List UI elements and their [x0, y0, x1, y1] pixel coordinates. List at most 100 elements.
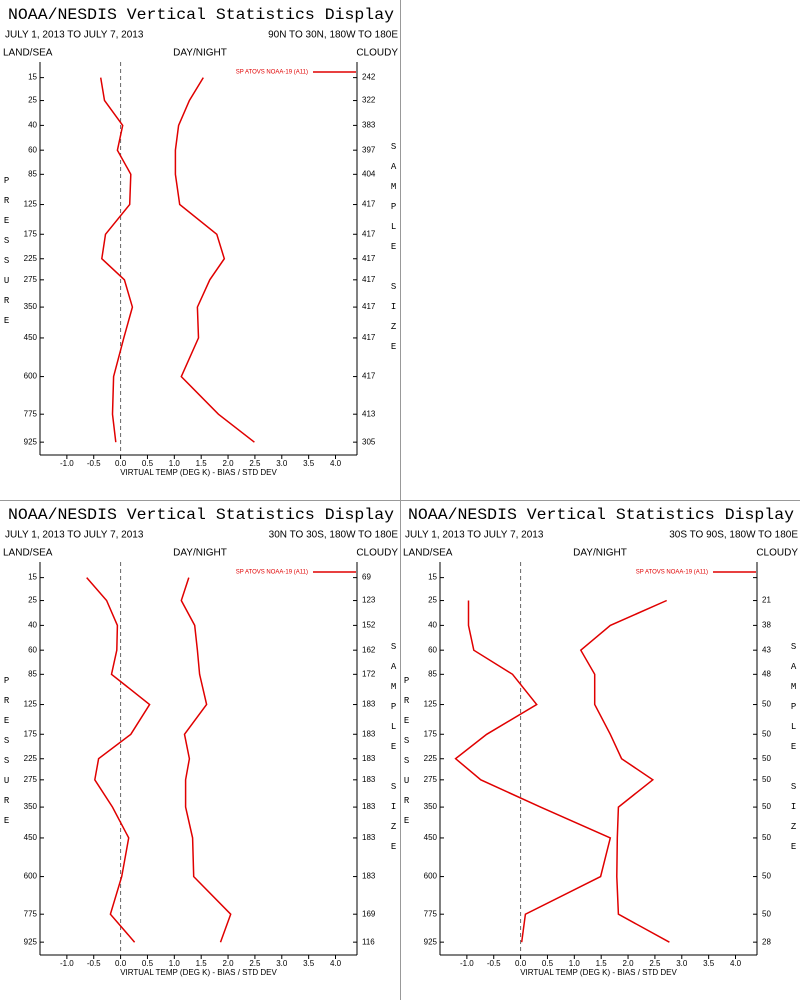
x-tick-label: 1.5 — [196, 459, 208, 468]
filter-label: DAY/NIGHT — [173, 48, 227, 59]
y-tick-label: 40 — [28, 621, 37, 630]
sample-size-label: 50 — [762, 802, 771, 811]
x-tick-label: 3.5 — [703, 959, 715, 968]
y-tick-label: 925 — [24, 437, 38, 446]
sample-size-label: 50 — [762, 754, 771, 763]
date-range: JULY 1, 2013 TO JULY 7, 2013 — [5, 30, 144, 41]
sample-size-label: 50 — [762, 833, 771, 842]
sample-size-label: 50 — [762, 909, 771, 918]
sample-size-label: 50 — [762, 775, 771, 784]
sample-size-label: 242 — [362, 73, 376, 82]
filter-label: DAY/NIGHT — [173, 548, 227, 559]
y2-axis-label: SAMPLE SIZE — [389, 142, 399, 362]
std-dev-line — [579, 599, 670, 943]
y2-axis-label: SAMPLE SIZE — [389, 642, 399, 862]
y-tick-label: 85 — [28, 169, 37, 178]
x-tick-label: -1.0 — [460, 959, 474, 968]
y-tick-label: 175 — [24, 729, 38, 738]
y2-axis-label: SAMPLE SIZE — [789, 642, 799, 862]
date-range: JULY 1, 2013 TO JULY 7, 2013 — [405, 530, 544, 541]
y-tick-label: 15 — [28, 73, 37, 82]
y-tick-label: 350 — [24, 302, 38, 311]
sample-size-label: 417 — [362, 302, 376, 311]
sample-size-label: 183 — [362, 754, 376, 763]
x-axis-label: VIRTUAL TEMP (DEG K) - BIAS / STD DEV — [520, 968, 677, 977]
x-tick-label: 0.5 — [142, 459, 154, 468]
sample-size-label: 50 — [762, 700, 771, 709]
y-tick-label: 925 — [24, 937, 38, 946]
y-tick-label: 125 — [24, 700, 38, 709]
y-tick-label: 275 — [424, 775, 438, 784]
sample-size-label: 417 — [362, 372, 376, 381]
x-tick-label: 4.0 — [730, 959, 742, 968]
y-tick-label: 775 — [424, 909, 438, 918]
x-tick-label: 1.0 — [569, 959, 581, 968]
x-tick-label: 4.0 — [330, 459, 342, 468]
y-tick-label: 275 — [24, 275, 38, 284]
filter-label: LAND/SEA — [403, 548, 453, 559]
filter-label: CLOUDY — [356, 48, 398, 59]
sample-size-label: 417 — [362, 200, 376, 209]
x-tick-label: 0.0 — [115, 459, 127, 468]
x-tick-label: 2.5 — [649, 959, 661, 968]
sample-size-label: 383 — [362, 121, 376, 130]
y-tick-label: 600 — [24, 372, 38, 381]
chart-panel: NOAA/NESDIS Vertical Statistics Display J… — [402, 506, 799, 977]
filter-label: LAND/SEA — [3, 48, 53, 59]
y-tick-label: 450 — [24, 833, 38, 842]
region: 30N TO 30S, 180W TO 180E — [269, 530, 399, 541]
date-range: JULY 1, 2013 TO JULY 7, 2013 — [5, 530, 144, 541]
y-tick-label: 350 — [24, 802, 38, 811]
y-tick-label: 25 — [28, 96, 37, 105]
y-tick-label: 175 — [24, 229, 38, 238]
sample-size-label: 50 — [762, 872, 771, 881]
filter-label: CLOUDY — [356, 548, 398, 559]
region: 90N TO 30N, 180W TO 180E — [268, 30, 398, 41]
y-tick-label: 925 — [424, 937, 438, 946]
sample-size-label: 43 — [762, 645, 771, 654]
sample-size-label: 404 — [362, 169, 376, 178]
sample-size-label: 116 — [362, 937, 375, 946]
y-tick-label: 775 — [24, 409, 38, 418]
y-tick-label: 775 — [24, 909, 38, 918]
y-tick-label: 450 — [424, 833, 438, 842]
legend-label: SP ATOVS NOAA-19 (A11) — [236, 570, 308, 576]
sample-size-label: 417 — [362, 275, 376, 284]
sample-size-label: 183 — [362, 700, 376, 709]
sample-size-label: 162 — [362, 645, 376, 654]
y-tick-label: 225 — [24, 254, 38, 263]
sample-size-label: 417 — [362, 229, 376, 238]
x-tick-label: -1.0 — [60, 959, 74, 968]
sample-size-label: 123 — [362, 596, 376, 605]
y-tick-label: 40 — [28, 121, 37, 130]
y-tick-label: 275 — [24, 775, 38, 784]
y-tick-label: 15 — [428, 573, 437, 582]
y-tick-label: 225 — [24, 754, 38, 763]
x-tick-label: 2.0 — [622, 959, 634, 968]
sample-size-label: 48 — [762, 669, 771, 678]
sample-size-label: 413 — [362, 409, 376, 418]
sample-size-label: 38 — [762, 621, 771, 630]
sample-size-label: 417 — [362, 254, 376, 263]
x-tick-label: 3.0 — [676, 959, 688, 968]
y-tick-label: 15 — [28, 573, 37, 582]
sample-size-label: 183 — [362, 729, 376, 738]
y-tick-label: 125 — [424, 700, 438, 709]
x-tick-label: -0.5 — [87, 459, 101, 468]
sample-size-label: 397 — [362, 145, 376, 154]
x-tick-label: 1.5 — [596, 959, 608, 968]
sample-size-label: 183 — [362, 775, 376, 784]
sample-size-label: 183 — [362, 872, 376, 881]
y-tick-label: 600 — [424, 872, 438, 881]
y-tick-label: 40 — [428, 621, 437, 630]
x-tick-label: 3.0 — [276, 959, 288, 968]
x-tick-label: 0.5 — [142, 959, 154, 968]
sample-size-label: 322 — [362, 96, 376, 105]
x-tick-label: 1.0 — [169, 959, 181, 968]
panel-title: NOAA/NESDIS Vertical Statistics Display — [408, 506, 794, 524]
x-axis-label: VIRTUAL TEMP (DEG K) - BIAS / STD DEV — [120, 968, 277, 977]
bias-line — [86, 577, 151, 943]
y-tick-label: 125 — [24, 200, 38, 209]
